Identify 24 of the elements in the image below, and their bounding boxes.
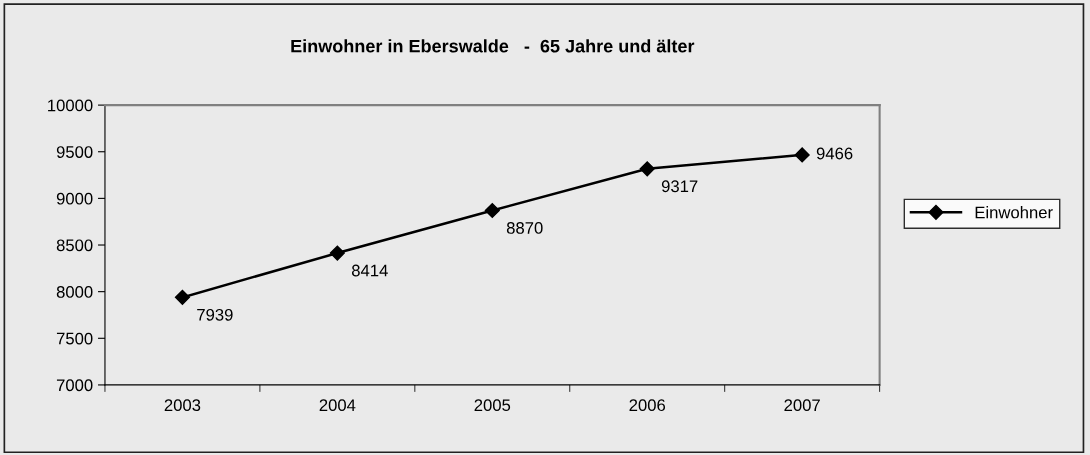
y-tick-label: 8000 <box>56 286 93 298</box>
data-label: 9466 <box>816 147 853 160</box>
chart-title: Einwohner in Eberswalde - 65 Jahre und älter <box>291 39 695 53</box>
x-tick-label: 2007 <box>784 399 820 412</box>
y-tick-label: 9500 <box>56 146 93 158</box>
y-tick-label: 7500 <box>56 332 93 345</box>
point <box>484 202 500 219</box>
y-tick-label: 10000 <box>48 99 93 112</box>
data-label: 8414 <box>351 264 388 277</box>
legend-label: Einwohner <box>975 206 1053 219</box>
data-label: 7939 <box>197 308 233 321</box>
data-label: 8870 <box>506 222 543 234</box>
y-tick-label: 8500 <box>56 239 93 252</box>
point <box>794 147 810 163</box>
y-tick-label: 9000 <box>56 192 93 205</box>
x-tick-label: 2006 <box>629 399 666 412</box>
point <box>329 245 345 261</box>
x-tick-label: 2004 <box>319 399 356 412</box>
point <box>174 289 191 305</box>
x-tick-label: 2003 <box>164 399 201 412</box>
data-label: 9317 <box>661 180 698 193</box>
y-tick-label: 7000 <box>56 379 93 392</box>
point <box>639 161 655 177</box>
x-tick-label: 2005 <box>474 399 511 412</box>
